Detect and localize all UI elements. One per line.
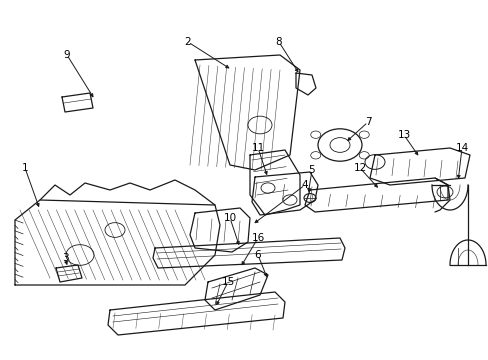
- Text: 6: 6: [254, 250, 261, 260]
- Text: 13: 13: [397, 130, 410, 140]
- Text: 10: 10: [223, 213, 236, 223]
- Text: 3: 3: [61, 253, 68, 263]
- Text: 7: 7: [364, 117, 370, 127]
- Text: 8: 8: [275, 37, 282, 47]
- Text: 1: 1: [21, 163, 28, 173]
- Text: 11: 11: [251, 143, 264, 153]
- Text: 14: 14: [454, 143, 468, 153]
- Text: 4: 4: [301, 180, 307, 190]
- Text: 12: 12: [353, 163, 366, 173]
- Text: 5: 5: [308, 165, 315, 175]
- Text: 2: 2: [184, 37, 191, 47]
- Text: 16: 16: [251, 233, 264, 243]
- Text: 15: 15: [221, 277, 234, 287]
- Text: 9: 9: [63, 50, 70, 60]
